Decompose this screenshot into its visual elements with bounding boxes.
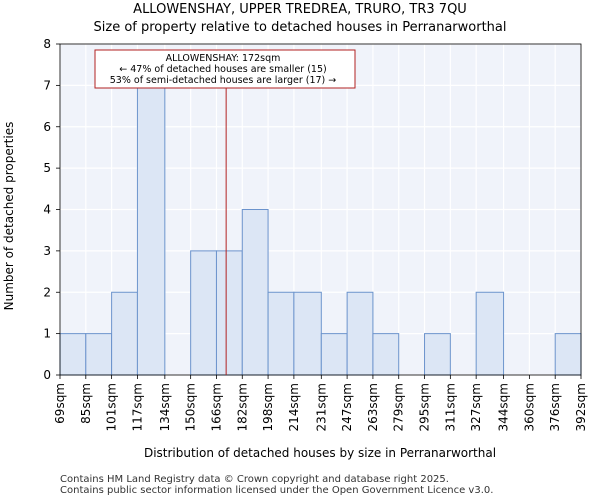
x-tick-label-19: 376sqm: [548, 383, 562, 431]
annotation-line1: ALLOWENSHAY: 172sqm: [166, 53, 281, 64]
y-tick-label-7: 7: [43, 78, 51, 92]
x-tick-label-5: 150sqm: [184, 383, 198, 431]
x-tick-label-3: 117sqm: [130, 383, 144, 431]
x-tick-label-1: 85sqm: [79, 383, 93, 424]
plot-frame: [59, 43, 582, 376]
annotation-line2: ← 47% of detached houses are smaller (15…: [119, 64, 326, 75]
x-tick-label-0: 69sqm: [53, 383, 67, 424]
annotation-frame: [94, 49, 356, 89]
y-tick-label-4: 4: [43, 203, 51, 217]
x-tick-label-16: 327sqm: [469, 383, 483, 431]
x-axis-ticks: 69sqm 85sqm 101sqm 117sqm 134sqm 150sqm 166sqm…: [53, 375, 588, 431]
x-tick-label-18: 360sqm: [522, 383, 536, 431]
y-tick-label-8: 8: [43, 37, 51, 51]
bar-327sqm: [475, 291, 505, 376]
x-tick-label-13: 279sqm: [392, 383, 406, 431]
y-tick-label-3: 3: [43, 244, 51, 258]
bar-214sqm: [293, 291, 322, 376]
x-tick-label-17: 344sqm: [497, 383, 511, 431]
bar-376sqm: [554, 333, 582, 376]
bar-69sqm: [59, 333, 87, 376]
bar-295sqm: [424, 333, 451, 376]
x-axis-label: Distribution of detached houses by size …: [144, 446, 496, 460]
x-tick-label-7: 182sqm: [235, 383, 249, 431]
x-tick-label-4: 134sqm: [158, 383, 172, 431]
y-tick-label-2: 2: [43, 285, 51, 299]
bar-231sqm: [320, 333, 348, 376]
bar-166sqm: [215, 250, 243, 376]
x-tick-label-6: 166sqm: [209, 383, 223, 431]
x-tick-label-8: 198sqm: [261, 383, 275, 431]
x-tick-label-14: 295sqm: [418, 383, 432, 431]
bar-101sqm: [111, 291, 138, 376]
x-tick-label-15: 311sqm: [443, 383, 457, 431]
y-axis-ticks: 0 1 2 3 4 5 6 7 8: [43, 37, 60, 382]
bar-247sqm: [346, 291, 374, 376]
chart-subtitle: Size of property relative to detached ho…: [93, 20, 507, 35]
footer-credit-1: Contains HM Land Registry data © Crown c…: [60, 474, 449, 485]
bar-182sqm: [241, 209, 269, 376]
y-tick-label-6: 6: [43, 120, 51, 134]
bar-117sqm: [136, 84, 166, 376]
y-axis-label: Number of detached properties: [2, 122, 16, 311]
chart-title: ALLOWENSHAY, UPPER TREDREA, TRURO, TR3 7…: [133, 2, 467, 17]
bar-150sqm: [190, 250, 217, 376]
annotation-box: ALLOWENSHAY: 172sqm ← 47% of detached ho…: [94, 49, 356, 89]
x-tick-label-2: 101sqm: [105, 383, 119, 431]
x-tick-label-11: 247sqm: [340, 383, 354, 431]
bar-263sqm: [372, 333, 400, 376]
bar-198sqm: [267, 291, 295, 376]
x-tick-label-10: 231sqm: [314, 383, 328, 431]
annotation-line3: 53% of semi-detached houses are larger (…: [110, 75, 337, 86]
bar-85sqm: [85, 333, 113, 376]
bars-group: [59, 84, 582, 376]
y-tick-label-1: 1: [43, 327, 51, 341]
y-tick-label-0: 0: [43, 368, 51, 382]
footer-credit-2: Contains public sector information licen…: [60, 485, 494, 496]
x-tick-label-20: 392sqm: [574, 383, 588, 431]
x-tick-label-9: 214sqm: [287, 383, 301, 431]
x-tick-label-12: 263sqm: [366, 383, 380, 431]
y-tick-label-5: 5: [43, 161, 51, 175]
